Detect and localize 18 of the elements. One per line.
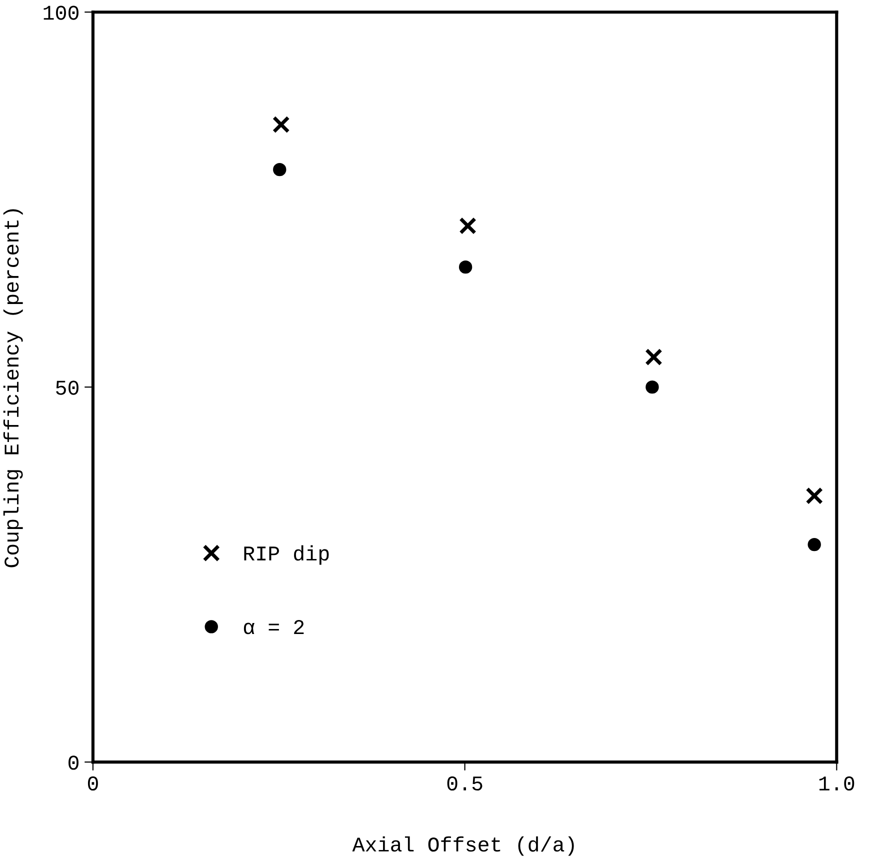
- x-axis-title: Axial Offset (d/a): [352, 836, 574, 856]
- point: [459, 217, 476, 235]
- point: [806, 487, 824, 504]
- point: [272, 116, 290, 134]
- x-tick-label: 0: [88, 776, 98, 791]
- y-axis-title: Coupling Efficiency (percent): [3, 209, 23, 568]
- point: [645, 348, 662, 366]
- point: [458, 260, 472, 274]
- y-tick-label: 100: [44, 6, 78, 20]
- legend-label: α = 2: [244, 620, 304, 634]
- point: [646, 380, 659, 394]
- x-tick-label: 1.0: [819, 776, 854, 791]
- y-tick-label: 0: [68, 756, 78, 770]
- point: [273, 162, 286, 176]
- legend-label: RIP dip: [244, 545, 329, 565]
- x-tick-label: 0.5: [447, 776, 482, 791]
- y-tick-label: 50: [56, 380, 78, 395]
- point: [808, 538, 821, 552]
